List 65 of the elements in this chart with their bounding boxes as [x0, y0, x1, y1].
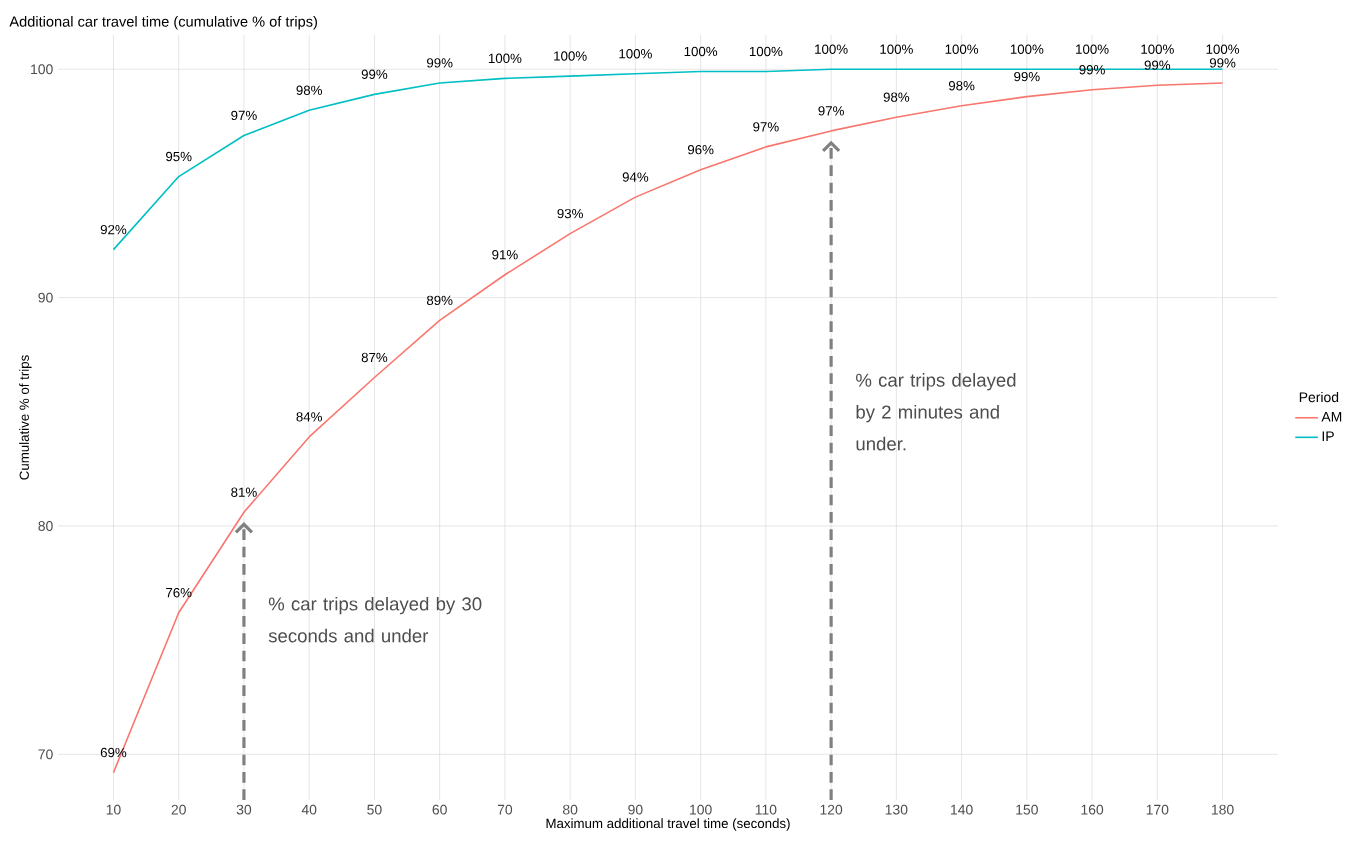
ref-line-label: % car trips delayed by 30 seconds and under — [268, 596, 482, 643]
legend-label: IP — [1322, 431, 1334, 442]
data-label: 99% — [1209, 58, 1236, 68]
data-label: 92% — [100, 224, 127, 235]
x-tick-label: 40 — [301, 804, 317, 815]
x-tick-label: 10 — [106, 804, 121, 815]
data-label: 100% — [684, 46, 718, 57]
data-label: 99% — [1014, 71, 1040, 82]
x-tick-label: 90 — [628, 804, 643, 815]
data-label: 100% — [749, 46, 783, 57]
data-label: 89% — [426, 295, 453, 306]
data-label: 98% — [883, 92, 910, 102]
x-tick-label: 80 — [562, 804, 578, 815]
x-tick-label: 100 — [690, 804, 712, 815]
chart-title: Additional car travel time (cumulative % of trips) — [9, 16, 317, 30]
data-label: 97% — [818, 106, 844, 116]
data-label: 98% — [296, 85, 323, 95]
data-label: 100% — [880, 44, 913, 54]
x-tick-label: 150 — [1016, 804, 1038, 815]
x-tick-label: 50 — [367, 804, 382, 815]
data-label: 93% — [557, 208, 583, 219]
y-tick-label: 100 — [31, 64, 53, 75]
data-label: 97% — [231, 110, 257, 121]
data-label: 100% — [1010, 44, 1044, 54]
x-tick-label: 180 — [1211, 804, 1234, 815]
data-label: 99% — [361, 69, 388, 79]
y-tick-label: 70 — [38, 749, 53, 760]
y-tick-label: 90 — [38, 292, 53, 303]
x-tick-label: 30 — [236, 804, 252, 815]
x-tick-label: 110 — [755, 804, 777, 815]
data-label: 87% — [361, 352, 388, 363]
x-tick-label: 130 — [885, 804, 908, 815]
data-label: 98% — [948, 81, 975, 91]
data-label: 100% — [554, 51, 587, 61]
x-tick-label: 20 — [171, 804, 186, 815]
legend-title: Period — [1299, 391, 1339, 403]
y-tick-label: 80 — [38, 521, 53, 531]
data-label: 99% — [426, 58, 453, 68]
x-tick-label: 70 — [497, 804, 513, 815]
data-label: 94% — [622, 172, 649, 182]
x-tick-label: 60 — [432, 804, 447, 815]
data-label: 76% — [166, 587, 192, 598]
data-label: 100% — [488, 53, 522, 64]
x-tick-label: 120 — [820, 804, 843, 815]
x-tick-label: 170 — [1146, 804, 1169, 815]
data-label: 100% — [1141, 44, 1174, 54]
data-label: 81% — [231, 487, 257, 497]
data-label: 100% — [1206, 44, 1240, 54]
data-label: 100% — [815, 44, 848, 54]
data-label: 95% — [166, 151, 192, 162]
data-label: 69% — [100, 747, 127, 758]
data-label: 97% — [753, 122, 779, 132]
data-label: 84% — [296, 412, 323, 422]
x-tick-label: 160 — [1081, 804, 1104, 815]
x-axis-title: Maximum additional travel time (seconds) — [546, 818, 790, 831]
data-label: 100% — [945, 44, 979, 54]
legend-label: AM — [1321, 411, 1342, 422]
y-axis-title: Cumulative % of trips — [19, 355, 32, 480]
data-label: 99% — [1144, 60, 1171, 70]
x-tick-label: 140 — [951, 804, 973, 815]
data-label: 100% — [619, 49, 652, 59]
data-label: 91% — [492, 250, 518, 260]
data-label: 100% — [1076, 44, 1109, 54]
ref-line-label: % car trips delayed by 2 minutes and under. — [856, 373, 1016, 451]
data-label: 96% — [687, 144, 714, 155]
